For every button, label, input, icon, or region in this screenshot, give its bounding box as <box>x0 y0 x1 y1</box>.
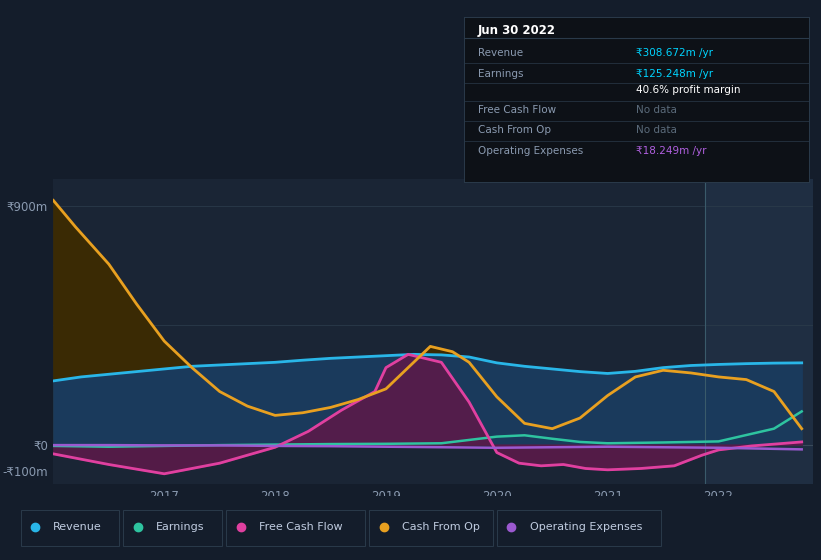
Text: Free Cash Flow: Free Cash Flow <box>259 521 342 531</box>
Text: Earnings: Earnings <box>478 69 523 79</box>
Text: Free Cash Flow: Free Cash Flow <box>478 105 556 115</box>
Text: Earnings: Earnings <box>156 521 204 531</box>
Text: 40.6% profit margin: 40.6% profit margin <box>636 85 741 95</box>
Text: ₹125.248m /yr: ₹125.248m /yr <box>636 69 713 79</box>
Text: Operating Expenses: Operating Expenses <box>478 146 583 156</box>
Text: Jun 30 2022: Jun 30 2022 <box>478 24 556 37</box>
Text: Cash From Op: Cash From Op <box>402 521 480 531</box>
Text: Operating Expenses: Operating Expenses <box>530 521 642 531</box>
Text: No data: No data <box>636 105 677 115</box>
Text: Revenue: Revenue <box>478 48 523 58</box>
Bar <box>705 179 821 484</box>
Text: ₹18.249m /yr: ₹18.249m /yr <box>636 146 707 156</box>
Text: ₹308.672m /yr: ₹308.672m /yr <box>636 48 713 58</box>
Text: Cash From Op: Cash From Op <box>478 125 551 135</box>
Text: No data: No data <box>636 125 677 135</box>
Text: Revenue: Revenue <box>53 521 102 531</box>
